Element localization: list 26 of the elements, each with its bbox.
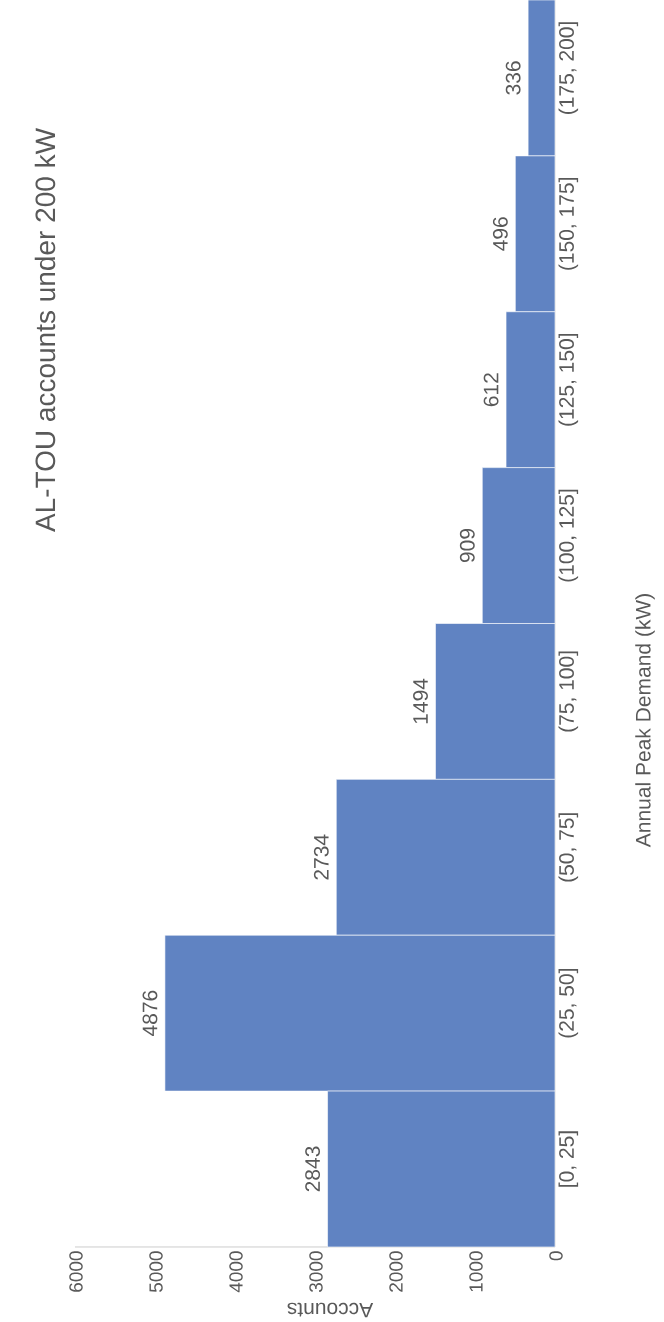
y-axis-title: Annual Peak Demand (kW) — [635, 594, 655, 848]
y-tick-label: (75, 100] — [558, 651, 579, 732]
data-label: 4876 — [142, 990, 158, 1037]
x-tick-label: 3000 — [309, 1251, 323, 1293]
data-label: 909 — [459, 529, 475, 563]
y-tick-label: (175, 200] — [558, 22, 579, 114]
x-tick-label: 4000 — [229, 1251, 243, 1293]
data-label: 612 — [483, 373, 499, 407]
data-label: 1494 — [413, 678, 428, 724]
y-tick-label: (100, 125] — [558, 489, 579, 582]
data-label: 496 — [492, 217, 508, 251]
x-axis-title: Accounts — [287, 1302, 374, 1318]
text: AL-TOU accounts under 200 kW — [34, 128, 56, 532]
y-tick-label: (150, 175] — [558, 178, 579, 270]
y-tick-label: (125, 150] — [558, 333, 579, 426]
x-tick-label: 6000 — [69, 1251, 83, 1292]
y-tick-label: (50, 75] — [558, 813, 579, 882]
data-label: 2734 — [313, 834, 329, 880]
x-tick-label: 0 — [549, 1251, 563, 1261]
y-tick-label: (25, 50] — [558, 969, 579, 1038]
y-tick-label: [0, 25] — [558, 1131, 579, 1187]
x-tick-label: 2000 — [389, 1251, 403, 1292]
data-label: 336 — [505, 61, 521, 95]
x-tick-label: 5000 — [149, 1251, 163, 1293]
x-tick-label: 1000 — [469, 1251, 483, 1292]
data-label: 2843 — [305, 1146, 321, 1192]
